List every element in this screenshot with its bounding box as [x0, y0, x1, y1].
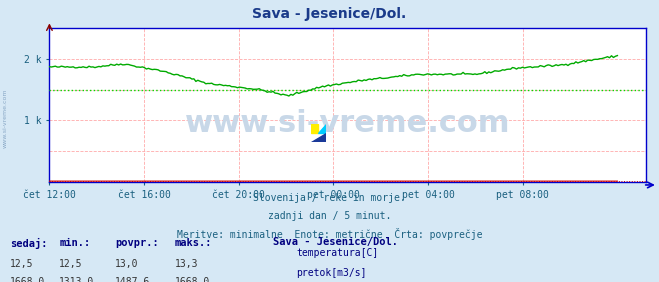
Text: zadnji dan / 5 minut.: zadnji dan / 5 minut.: [268, 211, 391, 221]
Text: 1313,0: 1313,0: [59, 277, 94, 282]
Text: Sava - Jesenice/Dol.: Sava - Jesenice/Dol.: [273, 237, 399, 247]
Text: 1668,0: 1668,0: [175, 277, 210, 282]
Text: 12,5: 12,5: [59, 259, 83, 268]
Text: Slovenija / reke in morje.: Slovenija / reke in morje.: [253, 193, 406, 203]
Text: min.:: min.:: [59, 238, 90, 248]
Text: www.si-vreme.com: www.si-vreme.com: [3, 89, 8, 148]
Text: 1668,0: 1668,0: [10, 277, 45, 282]
Text: maks.:: maks.:: [175, 238, 212, 248]
Text: 13,0: 13,0: [115, 259, 139, 268]
Text: Meritve: minimalne  Enote: metrične  Črta: povprečje: Meritve: minimalne Enote: metrične Črta:…: [177, 228, 482, 240]
Text: povpr.:: povpr.:: [115, 238, 159, 248]
Text: 12,5: 12,5: [10, 259, 34, 268]
Text: 1487,6: 1487,6: [115, 277, 150, 282]
Polygon shape: [311, 133, 326, 142]
Text: pretok[m3/s]: pretok[m3/s]: [297, 268, 367, 278]
Text: temperatura[C]: temperatura[C]: [297, 248, 379, 258]
Text: Sava - Jesenice/Dol.: Sava - Jesenice/Dol.: [252, 7, 407, 21]
Text: sedaj:: sedaj:: [10, 238, 47, 249]
Polygon shape: [318, 124, 326, 133]
Bar: [311, 124, 318, 133]
Text: www.si-vreme.com: www.si-vreme.com: [185, 109, 510, 138]
Text: 13,3: 13,3: [175, 259, 198, 268]
